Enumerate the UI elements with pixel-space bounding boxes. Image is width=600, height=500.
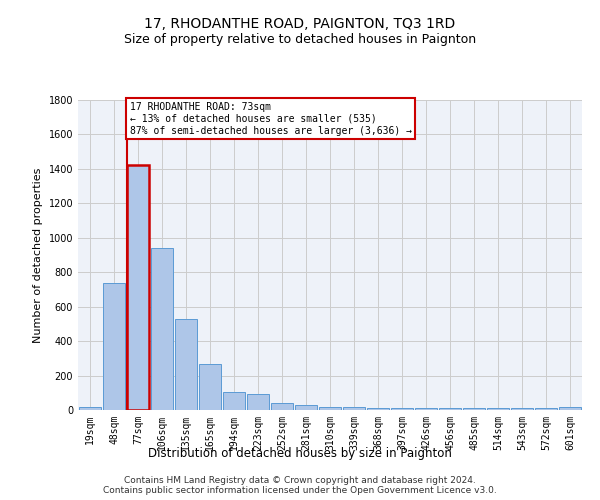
Bar — [367, 408, 389, 410]
Text: 17 RHODANTHE ROAD: 73sqm
← 13% of detached houses are smaller (535)
87% of semi-: 17 RHODANTHE ROAD: 73sqm ← 13% of detach… — [130, 102, 412, 136]
Bar — [319, 406, 341, 410]
Y-axis label: Number of detached properties: Number of detached properties — [33, 168, 43, 342]
Bar — [439, 408, 461, 410]
Text: Size of property relative to detached houses in Paignton: Size of property relative to detached ho… — [124, 32, 476, 46]
Bar — [199, 364, 221, 410]
Text: Contains HM Land Registry data © Crown copyright and database right 2024.
Contai: Contains HM Land Registry data © Crown c… — [103, 476, 497, 495]
Bar — [343, 408, 365, 410]
Bar — [175, 318, 197, 410]
Bar — [487, 408, 509, 410]
Bar — [511, 408, 533, 410]
Bar — [295, 405, 317, 410]
Bar — [103, 282, 125, 410]
Bar — [559, 408, 581, 410]
Bar — [463, 408, 485, 410]
Bar — [535, 408, 557, 410]
Bar — [79, 406, 101, 410]
Bar — [127, 166, 149, 410]
Bar — [391, 408, 413, 410]
Bar — [247, 394, 269, 410]
Bar — [151, 248, 173, 410]
Text: 17, RHODANTHE ROAD, PAIGNTON, TQ3 1RD: 17, RHODANTHE ROAD, PAIGNTON, TQ3 1RD — [145, 18, 455, 32]
Text: Distribution of detached houses by size in Paignton: Distribution of detached houses by size … — [148, 448, 452, 460]
Bar — [223, 392, 245, 410]
Bar — [271, 403, 293, 410]
Bar — [415, 408, 437, 410]
